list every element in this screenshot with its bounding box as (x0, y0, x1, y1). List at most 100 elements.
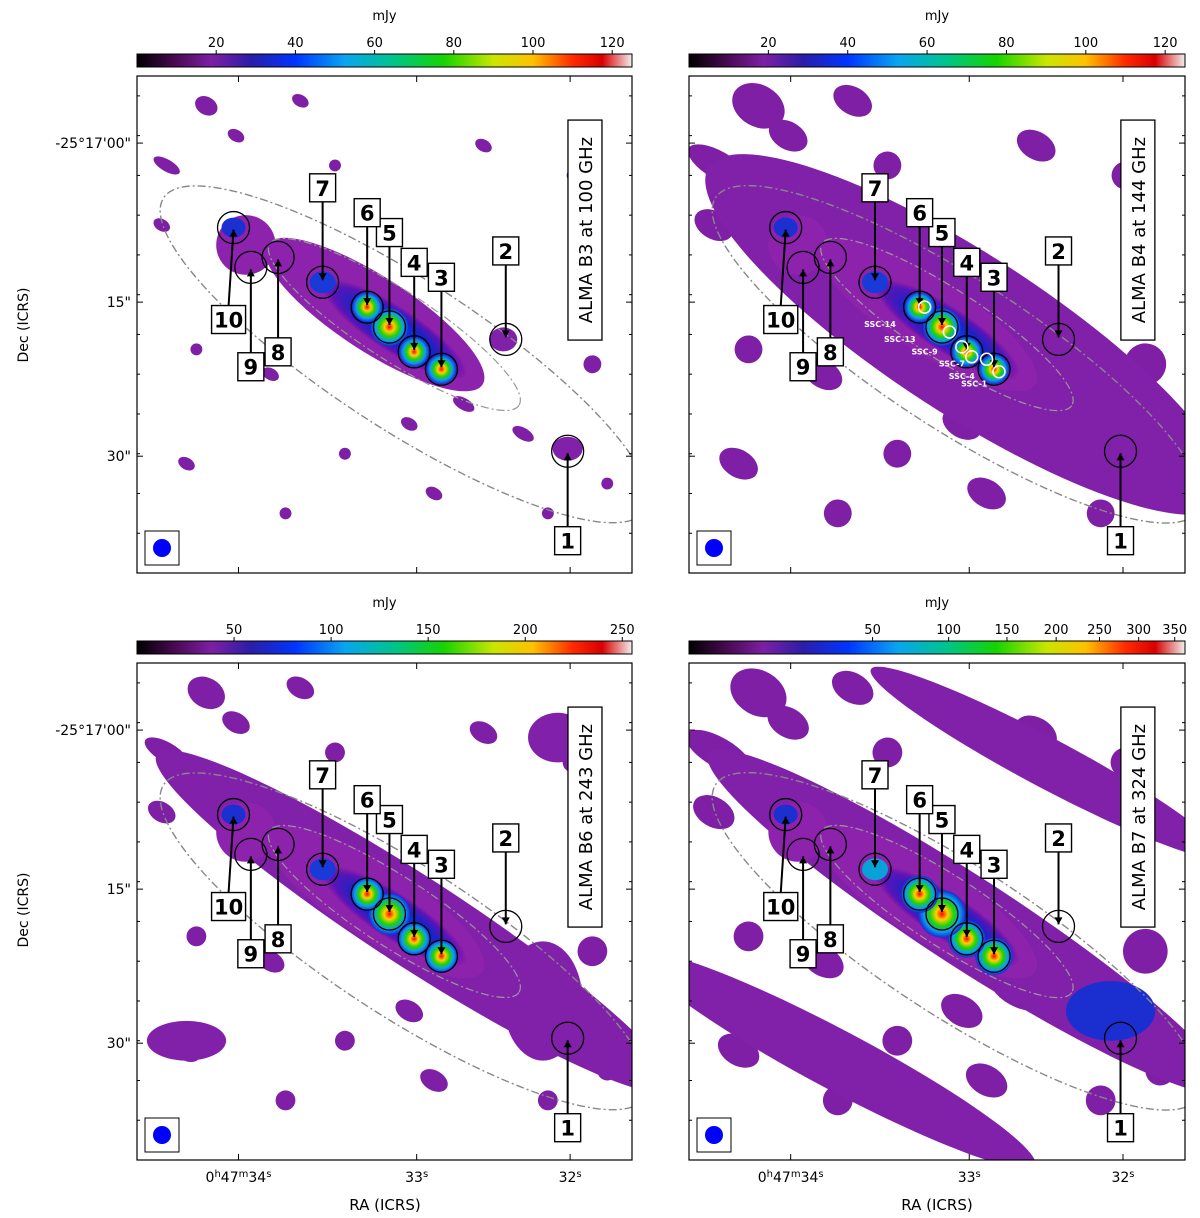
colorbar-tick-label: 350 (1162, 623, 1187, 638)
region-4-box (400, 247, 428, 278)
noise-blob (734, 335, 763, 364)
region-5-label: 5 (935, 809, 950, 833)
colorbar-tick-label: 100 (1073, 36, 1098, 51)
region-8-box (264, 337, 292, 367)
noise-blob (1122, 928, 1168, 974)
axis-ticks (137, 663, 632, 1160)
dec-tick-label: 15" (107, 295, 131, 311)
colorbar-tick-label: 20 (208, 36, 225, 51)
region-7-arrowhead (871, 273, 879, 281)
region-6-box (353, 197, 381, 228)
region-7-box (861, 173, 889, 203)
ssc-label: SSC-1 (961, 380, 988, 389)
region-7-box (308, 173, 337, 203)
hot-core-6 (900, 875, 939, 913)
noise-blob (190, 343, 203, 356)
hot-core-4 (399, 336, 430, 367)
hot-core-6 (352, 292, 383, 323)
panel-title: ALMA B6 at 243 GHz (567, 706, 603, 928)
region-6-box (353, 784, 381, 815)
noise-blob (767, 705, 809, 740)
colorbar-tick-label: 200 (513, 623, 538, 638)
region-2-arrowhead (501, 330, 510, 338)
region-1-label: 1 (1113, 530, 1128, 554)
ssc-marker (992, 364, 1006, 379)
noise-blob (275, 1090, 296, 1111)
region-6-arrowhead (363, 298, 372, 306)
beam-indicator (144, 1117, 180, 1153)
colorbar-tick-label: 100 (936, 623, 961, 638)
colorbar-tick-label: 300 (1126, 623, 1151, 638)
region-6-arrowhead (915, 298, 924, 306)
colorbar-tick-label: 80 (998, 36, 1015, 51)
noise-blob (833, 84, 873, 117)
noise-blob (823, 499, 852, 528)
ssc-marker (979, 352, 994, 367)
panel-title-box (567, 706, 603, 928)
noise-blob (730, 668, 787, 718)
dec-tick-label: 30" (107, 449, 131, 465)
noise-blob (882, 1025, 913, 1056)
noise-blob (286, 676, 315, 700)
region-7-peak (309, 858, 336, 881)
region-7-arrowhead (871, 860, 879, 868)
region-2-box (1044, 236, 1073, 266)
noise-blob (334, 1030, 355, 1051)
dec-tick-label: -25°17'00" (55, 723, 131, 739)
panel-frame (688, 662, 1186, 1161)
region-8-arrowhead (274, 259, 283, 267)
colorbar: mJy 50 100 150 200 250 300 350 (688, 596, 1187, 655)
noise-blob (146, 1020, 227, 1061)
noise-blob (732, 83, 785, 129)
region-4-arrowhead (962, 929, 971, 937)
region-4-label: 4 (959, 251, 974, 275)
region-5-arrowhead (937, 904, 946, 912)
region-2-arrowhead (501, 917, 510, 925)
hot-core-6 (350, 877, 384, 911)
panel-title-text: ALMA B3 at 100 GHz (576, 137, 597, 323)
colorbar-tick-label: 50 (864, 623, 881, 638)
region-5-arrowhead (385, 904, 394, 912)
noise-blob (425, 486, 443, 501)
region-2-label: 2 (498, 827, 513, 851)
region-1-emission (503, 941, 583, 1061)
noise-blob (967, 477, 1006, 510)
region-10-arrowhead (781, 816, 790, 824)
region-1-arrowhead (1116, 453, 1125, 461)
region-10-arrow (779, 229, 787, 306)
panel-title-box (1120, 706, 1156, 928)
region-10-label: 10 (766, 896, 795, 920)
colorbar: mJy 20 40 60 80 100 120 (688, 9, 1186, 68)
ra-tick-label: 32s (1111, 1169, 1134, 1187)
axis-ticks (689, 76, 1185, 573)
noise-blob (195, 96, 218, 116)
region-5-arrowhead (937, 317, 946, 325)
ssc-marker (955, 340, 969, 354)
colorbar-tick-label: 80 (446, 36, 463, 51)
hot-core-4 (951, 336, 982, 367)
region-2-box (492, 823, 520, 853)
region-8-arrowhead (826, 259, 835, 267)
hot-core-3 (424, 939, 458, 973)
region-7-label: 7 (315, 177, 330, 201)
dec-tick-label: 15" (107, 882, 131, 898)
region-7-box (861, 760, 889, 790)
region-10-box (210, 891, 247, 922)
region-9-label: 9 (796, 943, 811, 967)
region-5-arrowhead (385, 317, 394, 325)
region-5-label: 5 (935, 222, 950, 246)
noise-blob (395, 999, 424, 1023)
ra-tick-label: 33s (405, 1169, 428, 1187)
noise-blob (279, 507, 292, 520)
region-4-label: 4 (959, 838, 974, 862)
region-8-label: 8 (823, 341, 838, 365)
region-10-arrowhead (229, 816, 238, 824)
region-9-box (789, 352, 817, 382)
region-1-arrowhead (563, 453, 572, 461)
region-6-box (905, 197, 934, 228)
colorbar-gradient (688, 53, 1186, 68)
region-3-arrowhead (990, 947, 999, 955)
